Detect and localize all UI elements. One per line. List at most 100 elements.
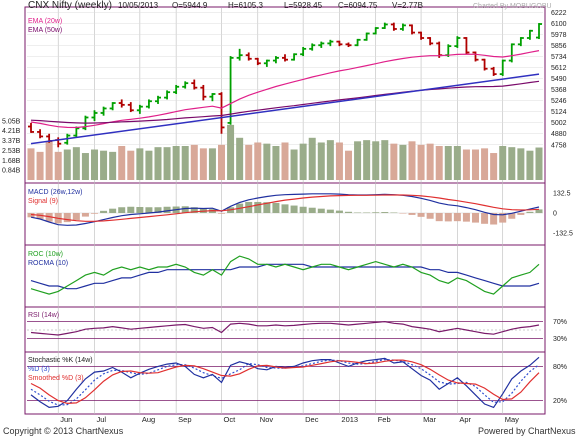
x-tick-label: 2013 [341, 415, 358, 424]
volume-bar [263, 143, 271, 180]
macd-histogram-bar [326, 209, 334, 213]
x-tick-label: Mar [423, 415, 436, 424]
price-series [28, 22, 542, 148]
header-open: O=5944.9 [172, 1, 208, 10]
ema50-line [30, 80, 540, 124]
macd-histogram-bar [181, 206, 189, 213]
macd-histogram-bar [372, 212, 380, 213]
macd-histogram-bar [481, 213, 489, 224]
legend-signal: Signal (9) [28, 198, 58, 205]
macd-histogram-bar [462, 213, 470, 222]
x-tick-label: Apr [459, 415, 471, 424]
macd-histogram-bar [354, 212, 362, 214]
volume-bar [100, 150, 108, 180]
volume-bar [408, 141, 416, 180]
price-tick-label: 5734 [551, 54, 567, 61]
macd-histogram-bar [27, 213, 35, 218]
x-tick-label: May [505, 415, 519, 424]
ema20-line [30, 50, 540, 129]
volume-tick-label: 2.53B [2, 148, 21, 155]
macd-histogram-bar [517, 213, 525, 215]
macd-histogram-bar [81, 213, 89, 217]
volume-bar [118, 146, 126, 180]
volume-bar [472, 149, 479, 180]
x-tick-label: Sep [178, 415, 191, 424]
volume-bar [435, 146, 443, 180]
volume-bar [462, 149, 470, 180]
volume-bar [499, 146, 507, 180]
legend-stoch-d: %D (3) [28, 366, 50, 373]
macd-histogram-bar [91, 213, 98, 214]
macd-histogram-bar [218, 213, 225, 214]
volume-bar [490, 153, 498, 180]
volume-bar [181, 146, 189, 180]
x-tick-label: Nov [260, 415, 274, 424]
price-tick-label: 4758 [551, 142, 567, 149]
macd-histogram-bar [118, 207, 126, 213]
header-close: C=6094.75 [338, 1, 378, 10]
legend-macd: MACD (26w,12w) [28, 189, 82, 196]
macd-histogram-bar [472, 213, 479, 223]
volume-bar [245, 144, 253, 180]
volume-tick-label: 5.05B [2, 118, 21, 125]
volume-bar [281, 142, 289, 180]
volume-bar [326, 140, 334, 180]
macd-histogram-bar [426, 213, 434, 219]
volume-bar [535, 147, 543, 180]
macd-histogram-bar [363, 212, 371, 214]
roc-line [30, 255, 540, 295]
volume-bar [290, 149, 298, 180]
macd-histogram-bar [190, 207, 198, 213]
stoch-d-line [30, 358, 540, 406]
stoch-smoothed-d-line [30, 359, 540, 405]
macd-tick-label: 0 [553, 211, 557, 218]
macd-line [30, 193, 540, 226]
volume-tick-label: 4.21B [2, 128, 21, 135]
macd-histogram-bar [508, 213, 516, 219]
x-tick-label: Dec [305, 415, 319, 424]
macd-histogram-bar [145, 207, 153, 213]
price-tick-label: 6100 [551, 21, 567, 28]
legend-ema20: EMA (20w) [28, 18, 62, 25]
volume-bar [91, 149, 98, 180]
price-tick-label: 4880 [551, 131, 567, 138]
indicator-series [27, 193, 543, 409]
macd-histogram-bar [308, 207, 316, 213]
macd-tick-label: -132.5 [553, 230, 573, 237]
legend-rocma: ROCMA (10) [28, 260, 68, 267]
macd-histogram-bar [535, 209, 543, 213]
volume-bar [218, 144, 225, 180]
macd-histogram-bar [345, 211, 352, 213]
volume-bar [508, 147, 516, 180]
macd-histogram-bar [399, 213, 407, 214]
x-tick-label: Jul [97, 415, 107, 424]
trend-line [30, 73, 540, 145]
macd-histogram-bar [335, 210, 343, 213]
legend-ema50: EMA (50w) [28, 27, 62, 34]
volume-bar [526, 150, 534, 180]
volume-tick-label: 1.68B [2, 158, 21, 165]
volume-bar [417, 144, 425, 180]
volume-bar [109, 151, 117, 180]
volume-bar [72, 147, 80, 180]
macd-histogram-bar [317, 208, 325, 213]
volume-bar [199, 148, 207, 180]
volume-bars [27, 124, 543, 180]
macd-histogram-bar [263, 202, 271, 213]
volume-bar [426, 143, 434, 180]
volume-bar [517, 148, 525, 180]
rsi-tick-label: 30% [553, 336, 567, 343]
macd-histogram-bar [109, 208, 117, 213]
volume-bar [363, 140, 371, 180]
volume-bar [127, 150, 135, 180]
volume-bar [354, 141, 362, 180]
volume-bar [136, 148, 144, 180]
stoch-tick-label: 20% [553, 398, 567, 405]
macd-histogram-bar [417, 213, 425, 217]
volume-bar [63, 149, 71, 180]
macd-histogram-bar [408, 213, 416, 215]
volume-bar [172, 146, 180, 180]
volume-bar [236, 137, 244, 180]
macd-histogram-bar [163, 206, 171, 213]
